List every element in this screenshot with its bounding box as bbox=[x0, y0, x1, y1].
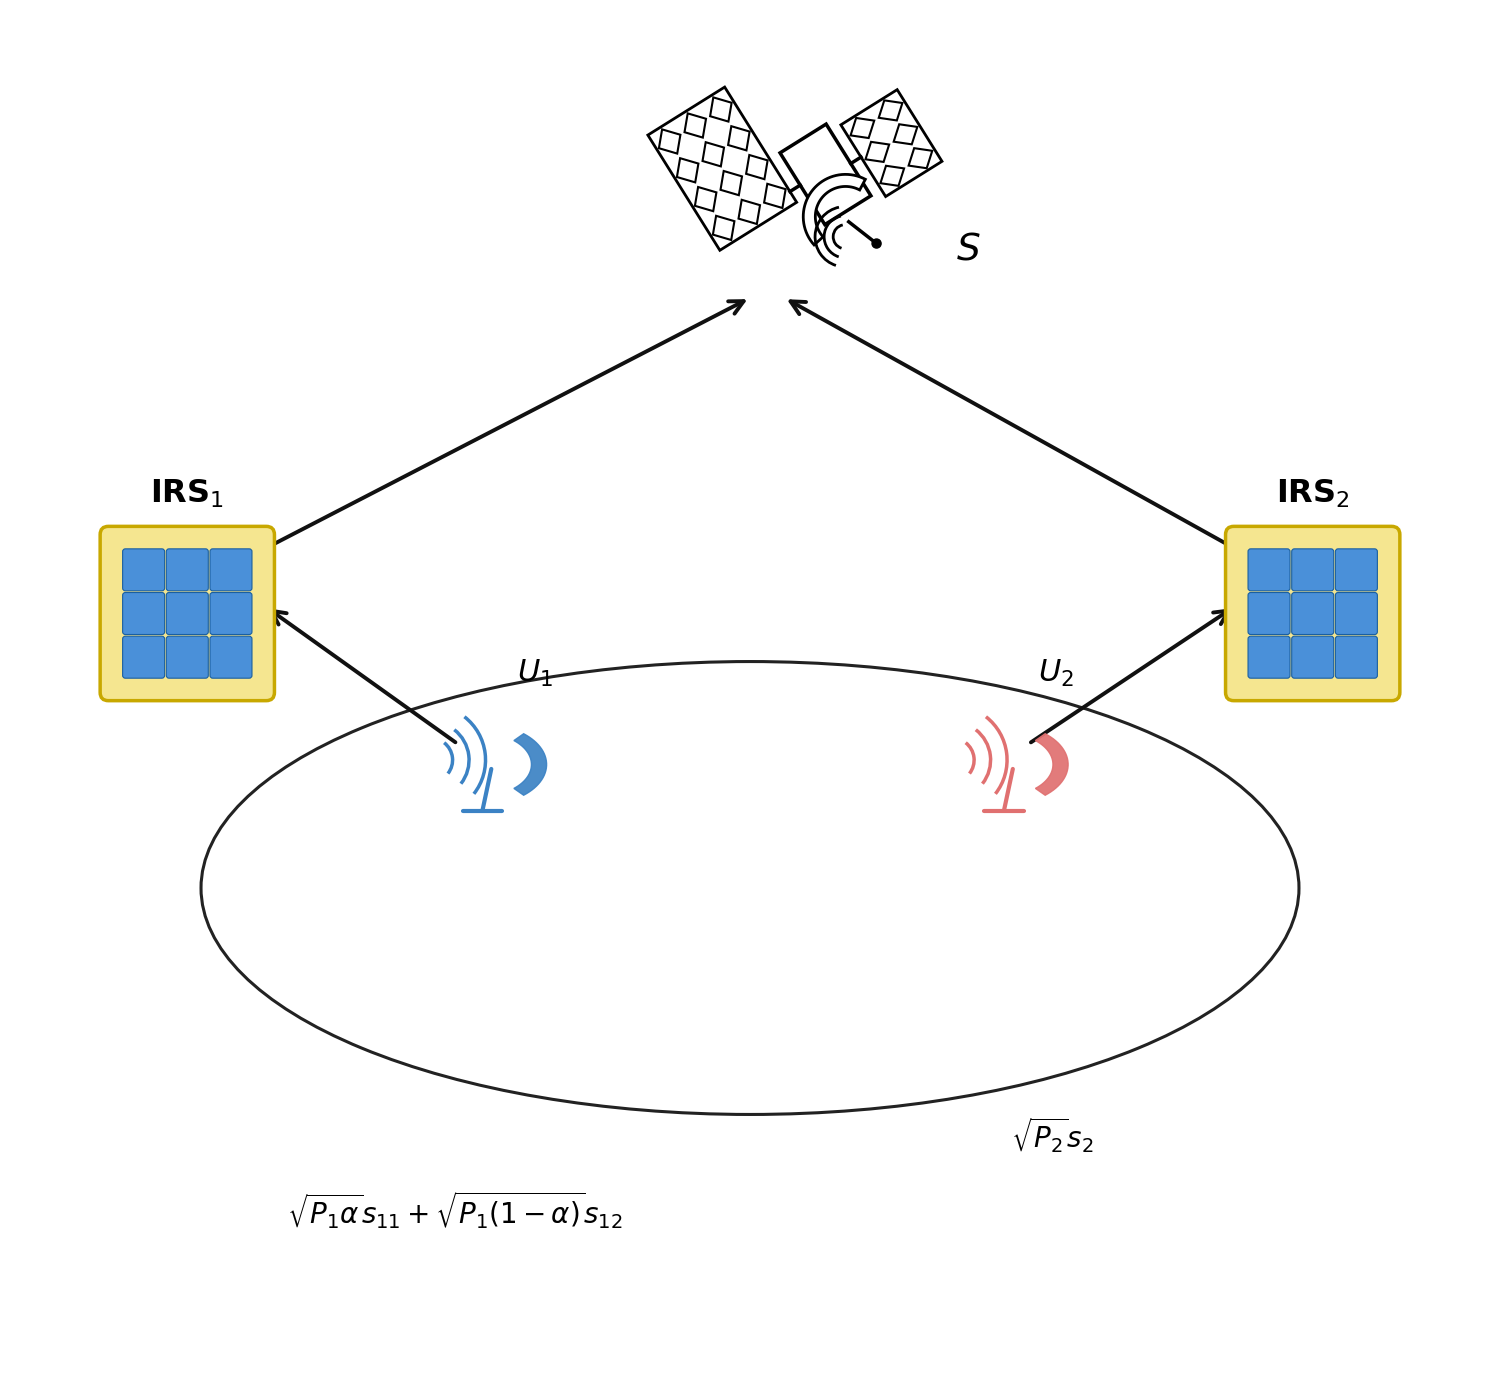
Polygon shape bbox=[894, 124, 918, 145]
Text: IRS$_2$: IRS$_2$ bbox=[1275, 478, 1350, 510]
Polygon shape bbox=[880, 165, 904, 186]
Polygon shape bbox=[684, 113, 706, 138]
Polygon shape bbox=[865, 142, 889, 163]
Polygon shape bbox=[842, 90, 942, 197]
FancyBboxPatch shape bbox=[100, 526, 274, 700]
FancyBboxPatch shape bbox=[123, 637, 165, 678]
Text: $U_1$: $U_1$ bbox=[516, 657, 552, 689]
FancyBboxPatch shape bbox=[166, 593, 208, 634]
Polygon shape bbox=[746, 154, 768, 179]
Polygon shape bbox=[728, 127, 750, 150]
Polygon shape bbox=[720, 171, 742, 196]
FancyBboxPatch shape bbox=[210, 593, 252, 634]
Polygon shape bbox=[676, 158, 699, 182]
Polygon shape bbox=[658, 130, 681, 153]
FancyBboxPatch shape bbox=[166, 548, 208, 591]
Polygon shape bbox=[1035, 733, 1068, 795]
Text: $U_2$: $U_2$ bbox=[1038, 657, 1074, 689]
FancyBboxPatch shape bbox=[1248, 637, 1290, 678]
Polygon shape bbox=[514, 733, 546, 795]
Polygon shape bbox=[764, 183, 786, 208]
Polygon shape bbox=[909, 149, 933, 168]
Polygon shape bbox=[694, 187, 717, 211]
Text: $\sqrt{P_1\alpha}s_{11} + \sqrt{P_1(1-\alpha)}s_{12}$: $\sqrt{P_1\alpha}s_{11} + \sqrt{P_1(1-\a… bbox=[286, 1189, 622, 1232]
Text: IRS$_1$: IRS$_1$ bbox=[150, 478, 225, 510]
FancyBboxPatch shape bbox=[166, 637, 208, 678]
FancyBboxPatch shape bbox=[1335, 637, 1377, 678]
FancyBboxPatch shape bbox=[1248, 593, 1290, 634]
FancyBboxPatch shape bbox=[1248, 548, 1290, 591]
FancyBboxPatch shape bbox=[1335, 548, 1377, 591]
Polygon shape bbox=[850, 119, 874, 138]
Polygon shape bbox=[710, 98, 732, 121]
Polygon shape bbox=[738, 200, 760, 225]
Text: $S$: $S$ bbox=[956, 232, 981, 267]
FancyBboxPatch shape bbox=[123, 593, 165, 634]
Polygon shape bbox=[648, 87, 796, 251]
Circle shape bbox=[871, 238, 880, 248]
FancyBboxPatch shape bbox=[1226, 526, 1400, 700]
Polygon shape bbox=[804, 175, 865, 245]
FancyBboxPatch shape bbox=[1292, 548, 1334, 591]
Polygon shape bbox=[879, 101, 903, 120]
FancyBboxPatch shape bbox=[210, 637, 252, 678]
Text: $\sqrt{P_2}s_2$: $\sqrt{P_2}s_2$ bbox=[1011, 1115, 1094, 1155]
FancyBboxPatch shape bbox=[123, 548, 165, 591]
FancyBboxPatch shape bbox=[1292, 593, 1334, 634]
FancyBboxPatch shape bbox=[210, 548, 252, 591]
FancyBboxPatch shape bbox=[1335, 593, 1377, 634]
FancyBboxPatch shape bbox=[1292, 637, 1334, 678]
Polygon shape bbox=[702, 142, 724, 167]
Polygon shape bbox=[780, 124, 871, 225]
Polygon shape bbox=[712, 216, 735, 240]
